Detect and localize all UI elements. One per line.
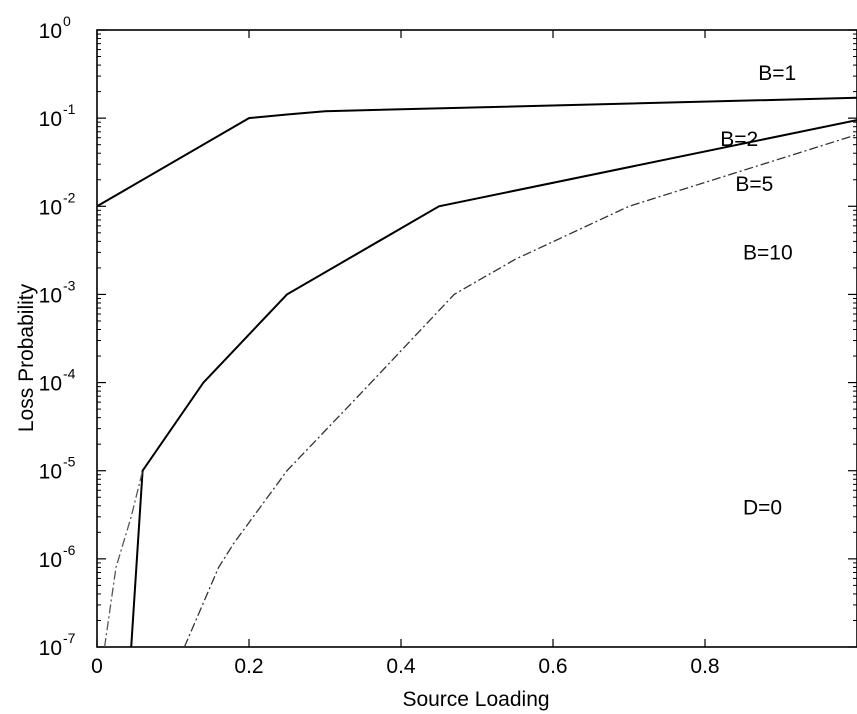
y-tick-exponent: -1 <box>63 101 76 117</box>
x-tick-label: 0 <box>91 655 103 678</box>
y-tick-exponent: -6 <box>63 542 76 558</box>
y-tick-label: 10 <box>39 196 62 219</box>
x-tick-label: 0.4 <box>386 655 416 678</box>
series-line-b-10 <box>103 470 144 647</box>
annotation-b-2: B=2 <box>720 128 758 151</box>
y-tick-label: 10 <box>39 637 62 660</box>
y-tick-label: 10 <box>39 284 62 307</box>
annotation-b-1: B=1 <box>758 62 796 85</box>
x-tick-label: 0.6 <box>538 655 567 678</box>
plot-frame <box>96 29 857 648</box>
y-tick-label: 10 <box>39 20 62 43</box>
annotation-b-5: B=5 <box>735 173 773 196</box>
y-tick-exponent: -3 <box>63 277 76 293</box>
y-tick-label: 10 <box>39 108 62 131</box>
x-tick-label: 0.2 <box>234 655 263 678</box>
y-axis-label: Loss Probability <box>15 283 38 432</box>
y-tick-exponent: -5 <box>63 454 76 470</box>
y-tick-label: 10 <box>39 373 62 396</box>
series-line-b-2 <box>130 119 857 647</box>
x-tick-label: 0.8 <box>690 655 719 678</box>
y-tick-exponent: -2 <box>63 189 76 205</box>
y-tick-exponent: 0 <box>63 13 71 29</box>
y-tick-exponent: -7 <box>63 630 76 646</box>
y-tick-label: 10 <box>39 461 62 484</box>
annotation-d-0: D=0 <box>743 496 782 519</box>
annotation-b-10: B=10 <box>743 241 793 264</box>
x-axis-label: Source Loading <box>402 688 549 711</box>
series-line-b-1 <box>97 96 857 208</box>
y-tick-exponent: -4 <box>63 366 76 382</box>
y-tick-label: 10 <box>39 549 62 572</box>
series-line-b-5 <box>183 133 857 647</box>
